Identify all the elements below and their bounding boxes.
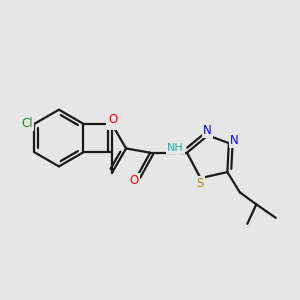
Text: NH: NH: [167, 142, 184, 153]
Text: Cl: Cl: [21, 117, 33, 130]
Text: O: O: [108, 112, 117, 126]
Text: N: N: [203, 124, 212, 137]
Text: S: S: [196, 177, 204, 190]
Text: N: N: [230, 134, 239, 147]
Text: O: O: [107, 116, 116, 129]
Text: O: O: [130, 174, 139, 187]
